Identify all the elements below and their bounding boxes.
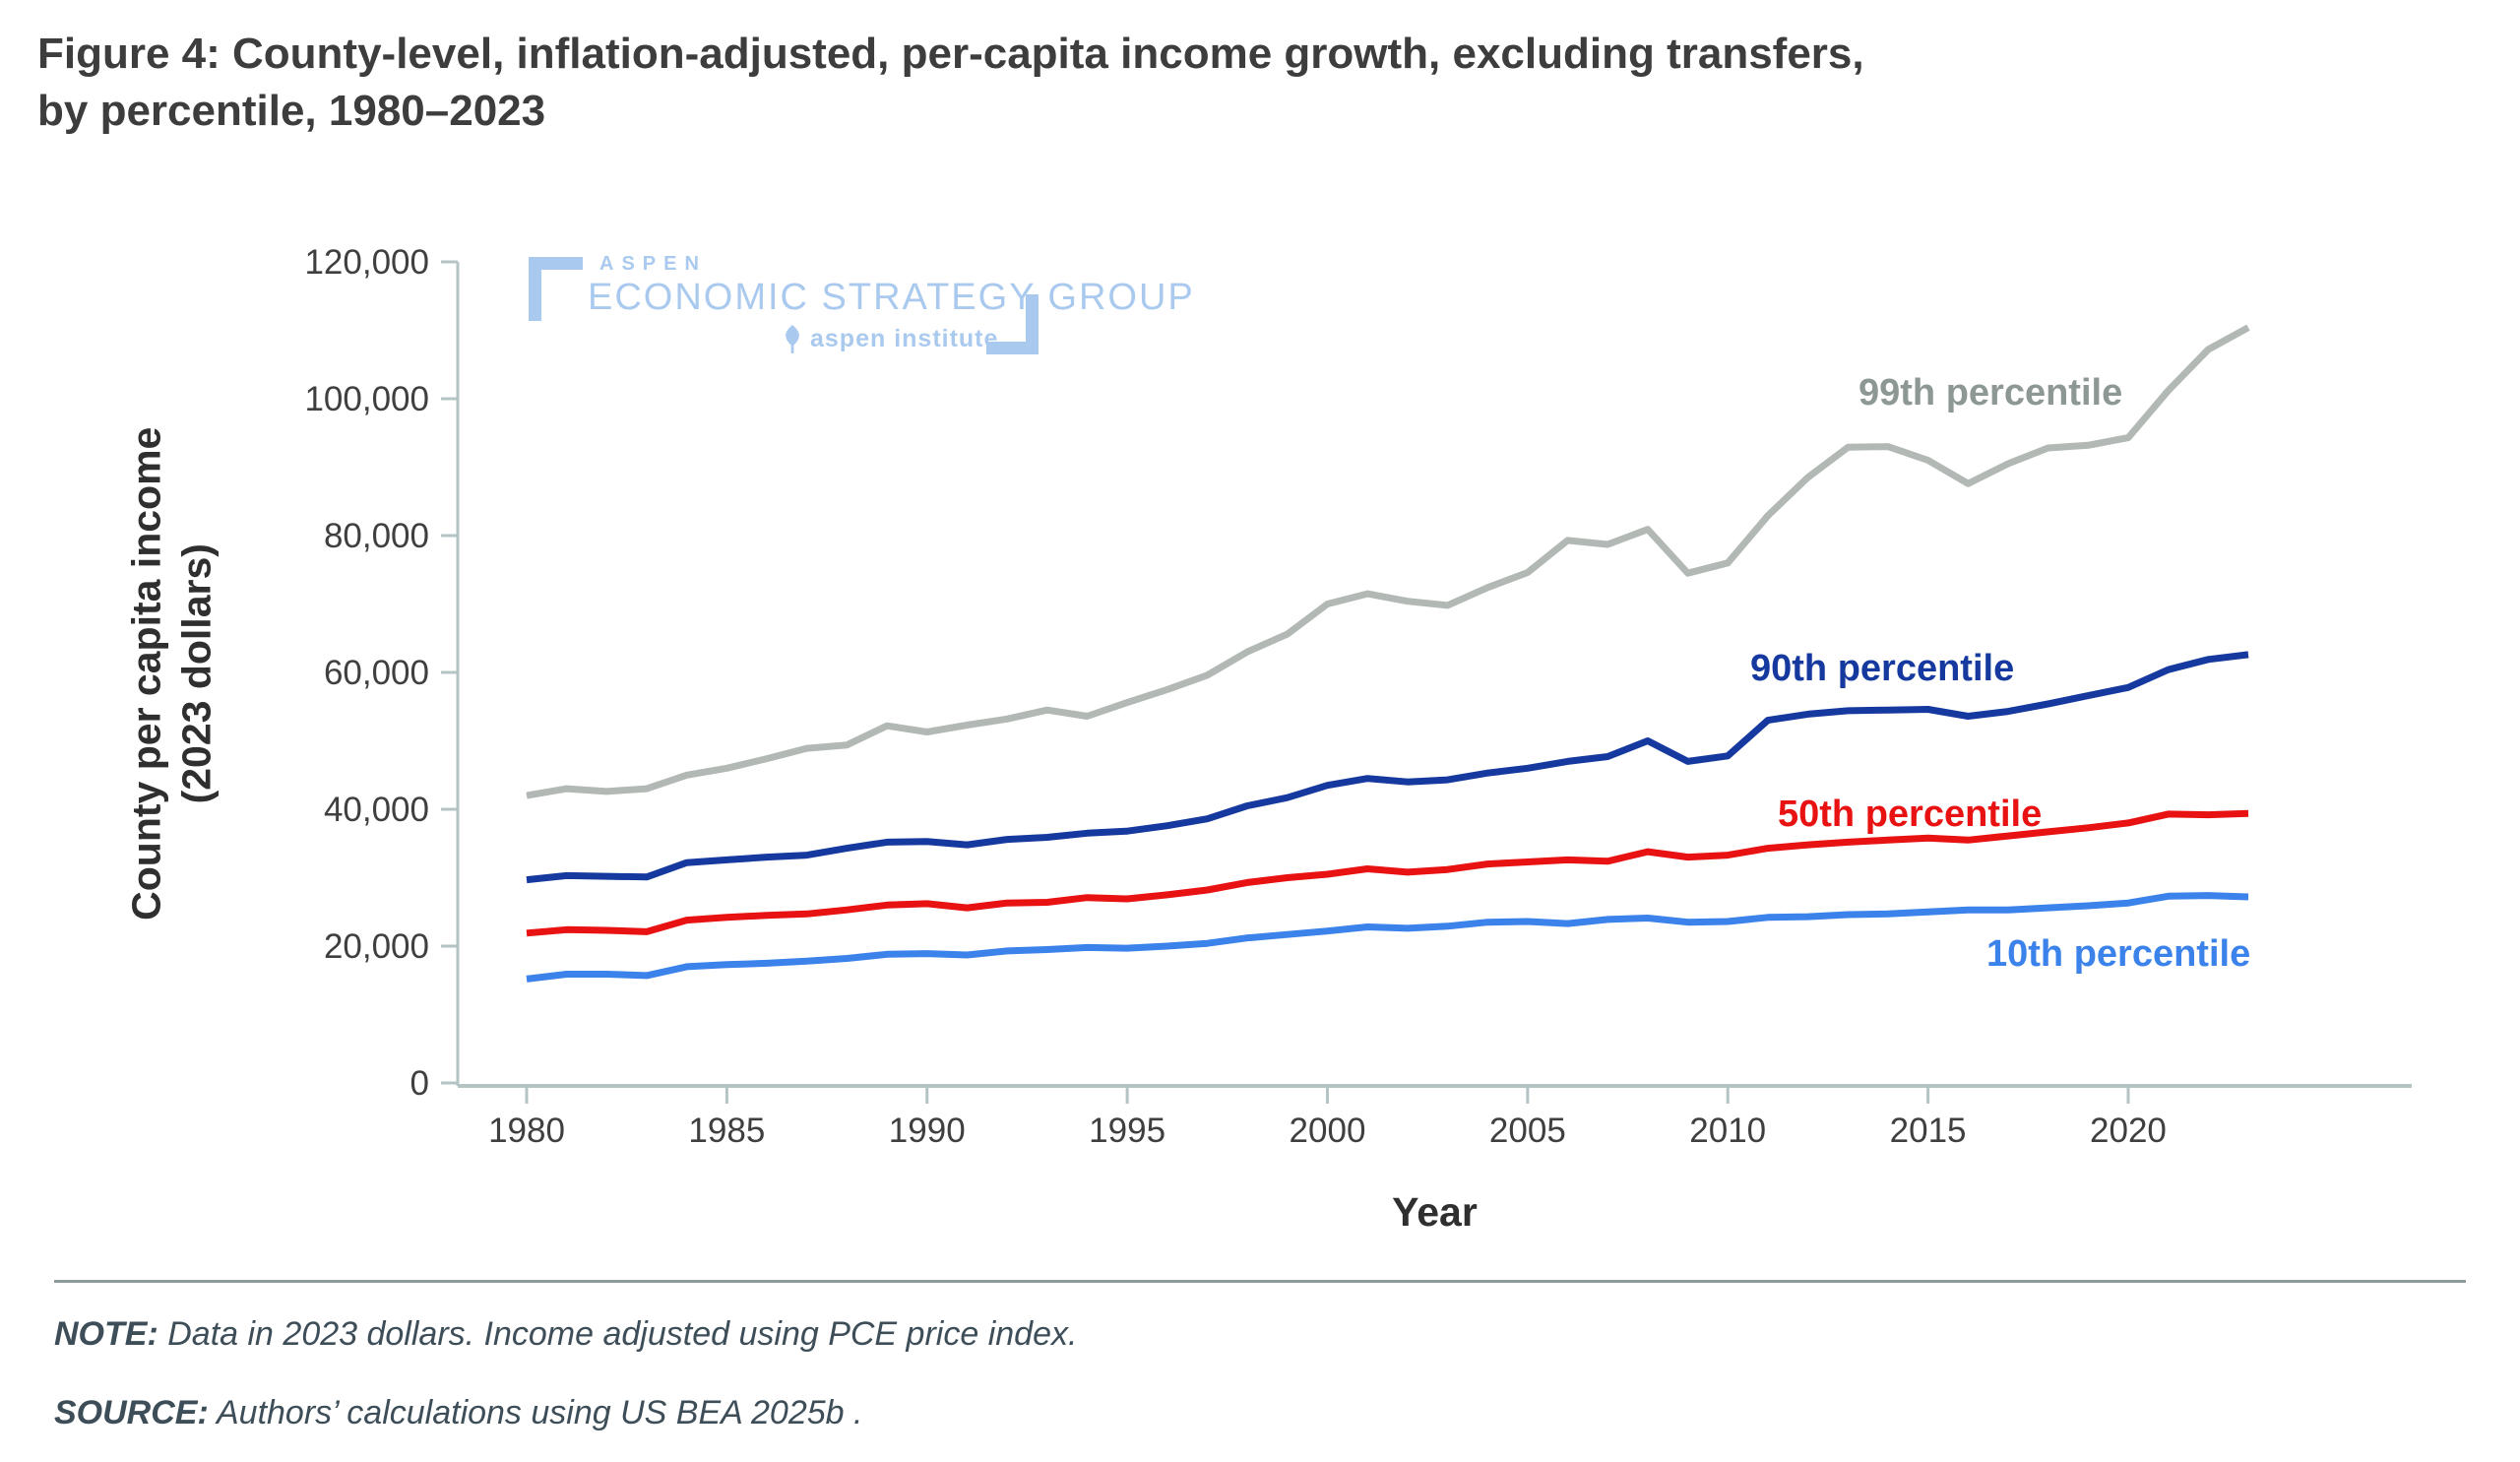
series-label-50th-percentile: 50th percentile xyxy=(1778,794,2043,835)
x-axis-tick-label: 2000 xyxy=(1290,1112,1366,1150)
series-label-99th-percentile: 99th percentile xyxy=(1858,372,2123,413)
x-axis-tick-label: 2010 xyxy=(1689,1112,1766,1150)
logo-institute-text: aspen institute xyxy=(810,324,999,352)
aspen-esg-logo: ASPEN ECONOMIC STRATEGY GROUP aspen inst… xyxy=(527,249,1193,355)
logo-aspen-text: ASPEN xyxy=(599,253,707,275)
x-axis-tick-label: 2020 xyxy=(2090,1112,2167,1150)
series-line-50th-percentile xyxy=(526,809,2249,937)
x-axis-tick-label: 1980 xyxy=(488,1112,565,1150)
series-label-10th-percentile: 10th percentile xyxy=(1986,933,2251,975)
logo-group-text: ECONOMIC STRATEGY GROUP xyxy=(588,277,1195,318)
aspen-leaf-icon xyxy=(786,325,799,353)
source-text: SOURCE: Authors’ calculations using US B… xyxy=(54,1394,862,1432)
figure-title-line1: Figure 4: County-level, inflation-adjust… xyxy=(37,30,1864,78)
y-axis-tick-label: 60,000 xyxy=(324,654,429,692)
figure-title-line2: by percentile, 1980–2023 xyxy=(37,87,546,136)
series-line-99th-percentile xyxy=(526,324,2250,799)
figure-title: Figure 4: County-level, inflation-adjust… xyxy=(37,26,2498,140)
series-line-90th-percentile xyxy=(526,651,2249,884)
logo-corner-bracket-top-left xyxy=(529,257,583,321)
logo-corner-bracket-bottom-right xyxy=(986,294,1039,354)
x-axis-tick-label: 2015 xyxy=(1890,1112,1967,1150)
logo-institute-row: aspen institute xyxy=(781,324,998,353)
series-label-90th-percentile: 90th percentile xyxy=(1750,648,2015,689)
note-text: NOTE: Data in 2023 dollars. Income adjus… xyxy=(54,1315,1077,1354)
note-body: Data in 2023 dollars. Income adjusted us… xyxy=(167,1315,1078,1353)
y-axis-tick-label: 20,000 xyxy=(324,927,429,966)
y-axis-tick-label: 40,000 xyxy=(324,791,429,829)
x-axis-tick-label: 2005 xyxy=(1489,1112,1566,1150)
x-axis-tick-label: 1990 xyxy=(889,1112,966,1150)
series-line-10th-percentile xyxy=(526,892,2249,983)
y-axis-tick-label: 120,000 xyxy=(304,243,429,282)
y-axis-tick-label: 80,000 xyxy=(324,517,429,555)
footer-divider xyxy=(54,1280,2466,1283)
x-axis-tick-label: 1995 xyxy=(1089,1112,1166,1150)
source-body: Authors’ calculations using US BEA 2025b… xyxy=(216,1394,863,1431)
x-axis-title: Year xyxy=(1392,1189,1478,1235)
y-axis-tick-label: 100,000 xyxy=(304,380,429,418)
note-label: NOTE: xyxy=(54,1315,158,1353)
x-axis-tick-label: 1985 xyxy=(688,1112,765,1150)
source-label: SOURCE: xyxy=(54,1394,209,1431)
y-axis-tick-label: 0 xyxy=(410,1064,429,1103)
